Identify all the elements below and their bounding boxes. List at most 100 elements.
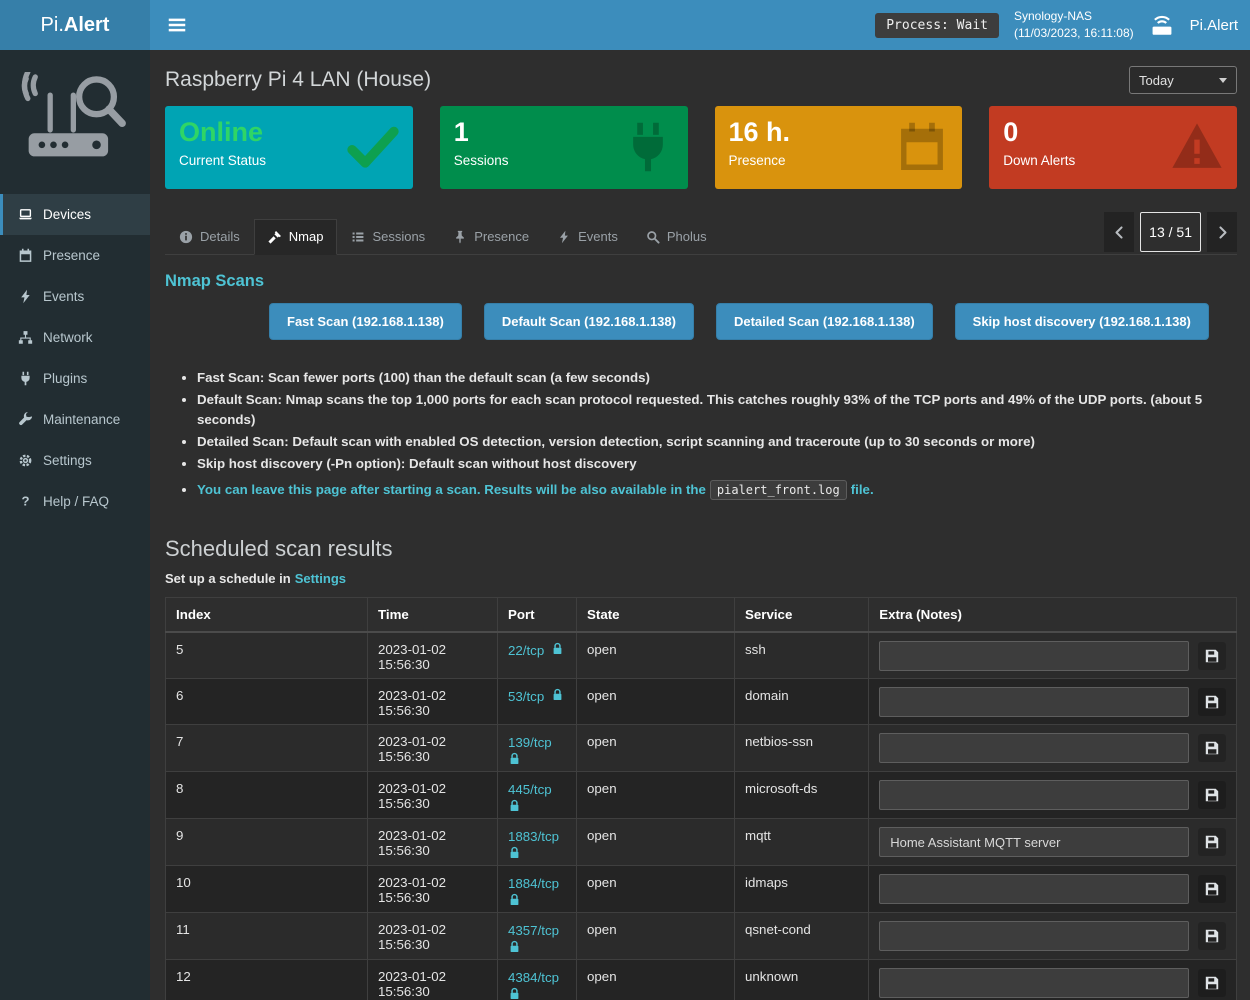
calendar-icon — [895, 120, 949, 174]
cell-state: open — [576, 865, 736, 913]
cell-extra-notes — [868, 818, 1237, 866]
port-link[interactable]: 1884/tcp — [508, 876, 560, 891]
chevron-right-icon — [1215, 225, 1230, 240]
save-note-button[interactable] — [1198, 641, 1226, 670]
tab-sessions[interactable]: Sessions — [337, 219, 439, 255]
cell-time: 2023-01-02 15:56:30 — [367, 865, 498, 913]
sidebar-item-network[interactable]: Network — [0, 317, 150, 358]
floppy-icon — [1204, 975, 1220, 991]
tab-label: Presence — [474, 229, 530, 244]
app-logo[interactable]: Pi. Alert — [0, 0, 150, 50]
main-content: Raspberry Pi 4 LAN (House) Today Online … — [150, 50, 1250, 1000]
cell-service: mqtt — [734, 818, 870, 866]
cell-extra-notes — [868, 771, 1237, 819]
lock-icon — [508, 752, 521, 765]
save-note-button[interactable] — [1198, 828, 1226, 856]
fast-scan-button[interactable]: Fast Scan (192.168.1.138) — [269, 303, 462, 340]
default-scan-button[interactable]: Default Scan (192.168.1.138) — [483, 303, 694, 340]
cell-index: 12 — [165, 959, 368, 1000]
cell-state: open — [576, 818, 736, 866]
tab-events[interactable]: Events — [543, 219, 632, 255]
sidebar-item-events[interactable]: Events — [0, 276, 150, 317]
port-link[interactable]: 139/tcp — [508, 735, 552, 750]
device-tabs: Details Nmap Sessions Presence — [165, 219, 721, 255]
sidebar-item-settings[interactable]: Settings — [0, 440, 150, 481]
table-row: 7 2023-01-02 15:56:30 139/tcp open netbi… — [165, 724, 1237, 772]
bolt-icon — [18, 289, 33, 304]
note-input[interactable] — [879, 968, 1189, 998]
tab-label: Nmap — [288, 229, 324, 244]
note-input[interactable] — [879, 874, 1189, 904]
scan-results-table: Index Time Port State Service Extra (Notes) 5… — [165, 597, 1237, 1000]
note-input[interactable] — [879, 827, 1189, 857]
column-header: Extra (Notes) — [868, 597, 1237, 633]
port-link[interactable]: 22/tcp — [508, 643, 545, 658]
detailed-scan-button[interactable]: Detailed Scan (192.168.1.138) — [715, 303, 933, 340]
lock-icon — [508, 940, 521, 953]
cell-extra-notes — [868, 959, 1237, 1000]
cell-index: 6 — [165, 678, 368, 725]
cell-index: 7 — [165, 724, 368, 772]
cell-index: 10 — [165, 865, 368, 913]
scheduled-results-heading: Scheduled scan results — [165, 536, 393, 561]
port-link[interactable]: 4357/tcp — [508, 923, 560, 938]
save-note-button[interactable] — [1198, 922, 1226, 950]
list-icon — [351, 230, 365, 244]
save-note-button[interactable] — [1198, 687, 1226, 716]
note-input[interactable] — [879, 780, 1189, 810]
cell-time: 2023-01-02 15:56:30 — [367, 912, 498, 960]
note-input[interactable] — [879, 921, 1189, 951]
card-presence: 16 h. Presence — [714, 106, 963, 189]
tab-details[interactable]: Details — [165, 219, 254, 255]
nas-icon — [1149, 12, 1175, 38]
skip-host-discovery-button[interactable]: Skip host discovery (192.168.1.138) — [954, 303, 1209, 340]
port-link[interactable]: 1883/tcp — [508, 829, 560, 844]
tab-presence[interactable]: Presence — [439, 219, 543, 255]
lock-icon — [508, 987, 521, 1000]
cell-time: 2023-01-02 15:56:30 — [367, 724, 498, 772]
table-row: 9 2023-01-02 15:56:30 1883/tcp open mqtt — [165, 818, 1237, 866]
next-device-button[interactable] — [1207, 212, 1237, 252]
info-icon — [179, 230, 193, 244]
cell-service: qsnet-cond — [734, 912, 870, 960]
settings-link[interactable]: Settings — [294, 571, 346, 586]
sidebar-item-plugins[interactable]: Plugins — [0, 358, 150, 399]
sidebar-item-devices[interactable]: Devices — [0, 194, 150, 235]
note-input[interactable] — [879, 686, 1189, 717]
scan-descriptions: Fast Scan: Scan fewer ports (100) than t… — [197, 368, 1237, 474]
tabs-bar: Details Nmap Sessions Presence — [165, 212, 1237, 255]
tab-nmap[interactable]: Nmap — [253, 219, 338, 255]
sidebar-item-help[interactable]: Help / FAQ — [0, 481, 150, 522]
schedule-hint: Set up a schedule in Settings — [165, 571, 346, 586]
nas-timestamp: (11/03/2023, 16:11:08) — [1013, 26, 1134, 40]
save-note-button[interactable] — [1198, 969, 1226, 997]
app-name-label: Pi.Alert — [1189, 16, 1238, 34]
port-link[interactable]: 445/tcp — [508, 782, 552, 797]
save-note-button[interactable] — [1198, 875, 1226, 903]
card-value: 0 — [1003, 117, 1019, 147]
port-link[interactable]: 53/tcp — [508, 689, 545, 704]
cell-state: open — [576, 678, 736, 725]
menu-toggle-icon[interactable] — [166, 14, 188, 36]
period-select[interactable]: Today — [1129, 66, 1237, 94]
nmap-scans-heading: Nmap Scans — [165, 272, 265, 290]
port-link[interactable]: 4384/tcp — [508, 970, 560, 985]
prev-device-button[interactable] — [1104, 212, 1135, 252]
cell-extra-notes — [868, 724, 1237, 772]
sidebar-item-label: Presence — [43, 248, 101, 263]
column-header: Index — [165, 597, 368, 633]
sidebar-item-presence[interactable]: Presence — [0, 235, 150, 276]
page-title: Raspberry Pi 4 LAN (House) — [165, 68, 432, 91]
sidebar-item-label: Network — [43, 330, 93, 345]
note-input[interactable] — [879, 640, 1189, 671]
floppy-icon — [1204, 928, 1220, 944]
save-note-button[interactable] — [1198, 781, 1226, 809]
save-note-button[interactable] — [1198, 734, 1226, 762]
cell-index: 9 — [165, 818, 368, 866]
sidebar-menu: Devices Presence Events Network Plugins — [0, 194, 150, 522]
sidebar-item-maintenance[interactable]: Maintenance — [0, 399, 150, 440]
pin-icon — [453, 230, 467, 244]
table-row: 8 2023-01-02 15:56:30 445/tcp open micro… — [165, 771, 1237, 819]
note-input[interactable] — [879, 733, 1189, 763]
tab-pholus[interactable]: Pholus — [632, 219, 721, 255]
